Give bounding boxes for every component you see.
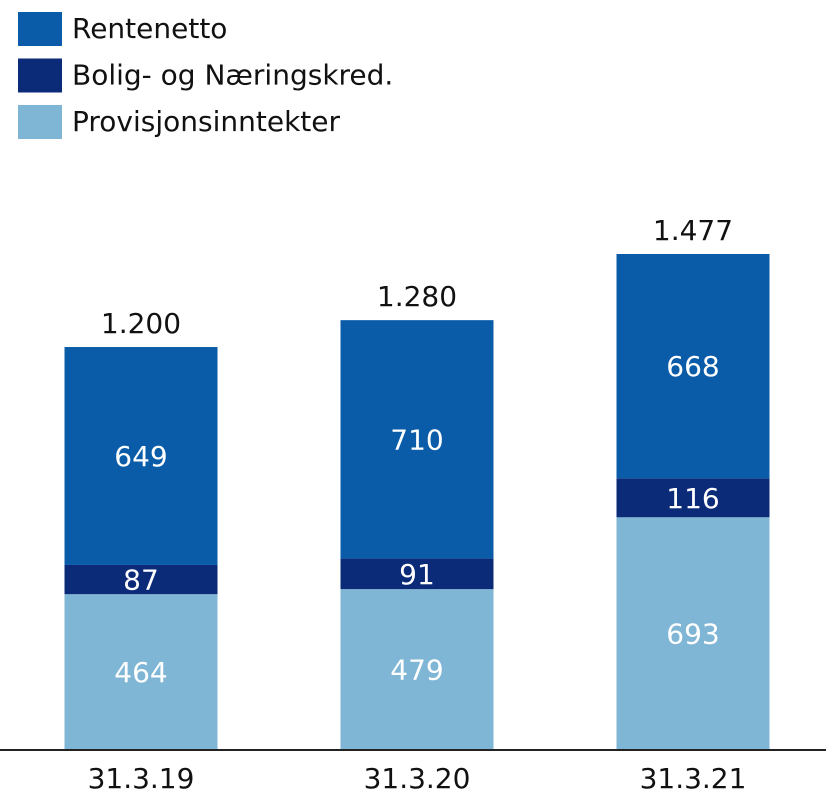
total-label: 1.280: [377, 280, 457, 313]
bar-segment: [340, 320, 494, 559]
x-tick-label: 31.3.21: [640, 762, 747, 795]
legend-label: Provisjonsinntekter: [72, 105, 340, 138]
data-label: 91: [399, 558, 435, 591]
data-label: 693: [666, 618, 719, 651]
bar-segment: [340, 589, 494, 750]
legend-label: Rentenetto: [72, 12, 227, 45]
data-label: 479: [390, 654, 443, 687]
total-label: 1.477: [653, 214, 733, 247]
data-label: 649: [114, 440, 167, 473]
legend-swatch: [18, 12, 62, 46]
legend-label: Bolig- og Næringskred.: [72, 59, 393, 92]
bar-segment: [616, 478, 770, 518]
data-label: 116: [666, 482, 719, 515]
bar-segment: [616, 517, 770, 750]
legend-swatch: [18, 58, 62, 93]
bar-segment: [616, 254, 770, 479]
x-tick-label: 31.3.20: [364, 762, 471, 795]
bar-segment: [64, 347, 218, 565]
bar-segment: [64, 594, 218, 750]
data-label: 464: [114, 656, 167, 689]
bar-segment: [340, 558, 494, 590]
data-label: 710: [390, 423, 443, 456]
bar-segment: [64, 564, 218, 595]
x-tick-label: 31.3.19: [88, 762, 195, 795]
total-label: 1.200: [101, 307, 181, 340]
data-label: 668: [666, 350, 719, 383]
legend-swatch: [18, 105, 62, 139]
data-label: 87: [123, 564, 159, 597]
